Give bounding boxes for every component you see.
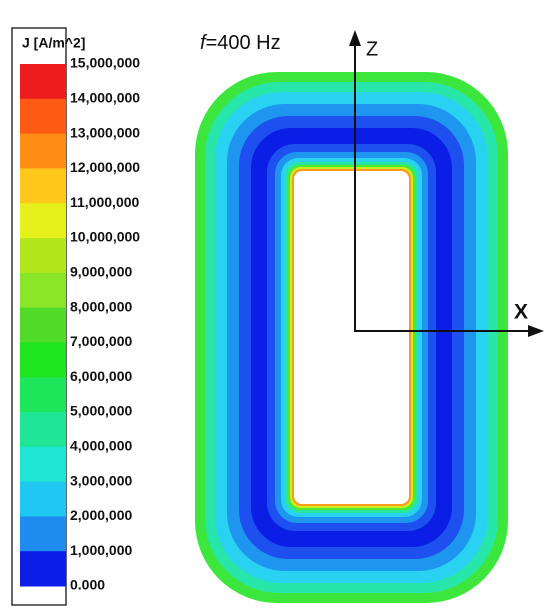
- legend-label: 12,000,000: [70, 159, 140, 175]
- legend-swatch: [20, 307, 66, 343]
- frequency-label: f=400 Hz: [200, 32, 281, 54]
- legend-swatch: [20, 446, 66, 483]
- legend-swatch: [20, 168, 66, 204]
- legend-label: 4,000,000: [70, 438, 132, 454]
- legend-swatch: [20, 412, 66, 448]
- legend-swatch: [20, 98, 66, 135]
- field-plot: [195, 72, 508, 603]
- legend-label: 11,000,000: [70, 194, 140, 210]
- legend-label: 6,000,000: [70, 368, 132, 384]
- legend-swatch: [20, 342, 66, 378]
- legend-label: 1,000,000: [70, 542, 132, 558]
- frequency-value: =400 Hz: [206, 32, 281, 54]
- legend-swatch: [20, 64, 66, 100]
- legend-swatch: [20, 272, 66, 309]
- legend-swatch: [20, 377, 66, 413]
- z-label: Z: [366, 38, 378, 60]
- legend-swatch: [20, 238, 66, 274]
- legend-label: 9,000,000: [70, 264, 132, 280]
- legend-label: 2,000,000: [70, 507, 132, 523]
- axes: [349, 30, 544, 337]
- x-arrow: [528, 325, 544, 337]
- legend-label: 0.000: [70, 577, 105, 593]
- legend-swatch: [20, 481, 66, 517]
- legend-swatch: [20, 516, 66, 552]
- legend-label: 3,000,000: [70, 472, 132, 488]
- legend-label: 13,000,000: [70, 124, 140, 140]
- legend-label: 15,000,000: [70, 55, 140, 71]
- field-layer: [294, 171, 409, 504]
- legend-title: J [A/m^2]: [22, 35, 85, 51]
- legend-swatch: [20, 551, 66, 587]
- x-label: X: [514, 301, 528, 324]
- legend-label: 14,000,000: [70, 90, 140, 106]
- legend-swatch: [20, 133, 66, 169]
- legend-swatch: [20, 203, 66, 239]
- legend-label: 8,000,000: [70, 298, 132, 314]
- legend-label: 10,000,000: [70, 229, 140, 245]
- z-arrow: [349, 30, 361, 46]
- legend-label: 5,000,000: [70, 403, 132, 419]
- legend-label: 7,000,000: [70, 333, 132, 349]
- frequency-variable: f: [200, 32, 208, 54]
